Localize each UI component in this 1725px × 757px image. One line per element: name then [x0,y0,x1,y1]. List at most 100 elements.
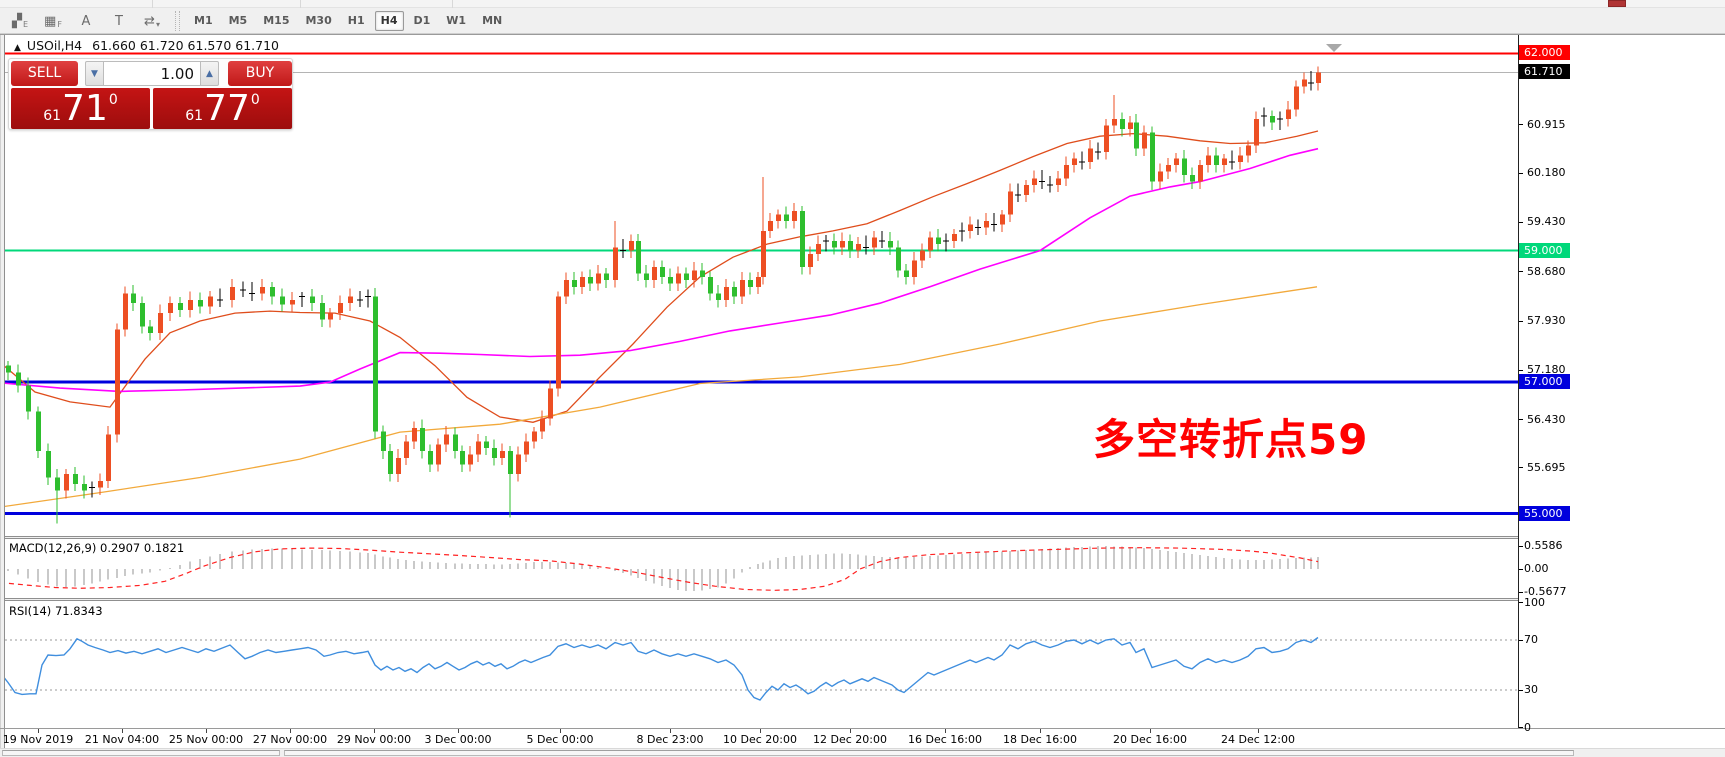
panel-border [0,728,1725,729]
status-bar [0,748,1725,757]
rsi-tick-label: 70 [1524,633,1538,646]
macd-indicator-panel[interactable] [5,539,1518,598]
time-label: 24 Dec 12:00 [1221,733,1295,746]
chart-title: ▲ USOil,H4 61.660 61.720 61.570 61.710 [14,38,279,53]
time-tick [670,729,671,733]
rsi-tick-label: 100 [1524,595,1545,609]
toolbar-divider [300,0,301,8]
bid-prefix: 61 [43,108,62,124]
volume-decrease-button[interactable]: ▼ [85,61,104,86]
window-left-edge [0,35,5,748]
macd-label: MACD(12,26,9) 0.2907 0.1821 [9,541,185,555]
time-label: 21 Nov 04:00 [84,733,160,746]
collapse-arrow-icon[interactable]: ▲ [14,43,21,53]
time-tick [560,729,561,733]
volume-increase-button[interactable]: ▲ [200,61,219,86]
macd-tick-label: 0.00 [1524,562,1549,575]
panel-separator[interactable] [5,536,1518,539]
price-tick-label: 56.430 [1527,412,1566,426]
time-label: 27 Nov 00:00 [252,733,328,746]
grid-fibo-icon[interactable]: ▦ F [44,14,62,29]
price-tick-dash [1519,172,1523,174]
arrange-windows-icon[interactable]: ⇄ ▾ [144,14,160,29]
chart-expert-icon[interactable]: ▞ E [11,14,29,29]
timeframe-button-W1[interactable]: W1 [446,13,467,27]
timeframe-button-MN[interactable]: MN [482,13,503,27]
text-label-icon[interactable]: A [81,14,91,29]
time-label: 5 Dec 00:00 [526,733,594,746]
macd-tick-label: 0.5586 [1524,539,1563,553]
rsi-tick-dash [1519,639,1523,641]
time-tick [374,729,375,733]
price-tick-dash [1519,124,1523,126]
price-tick-dash [1519,320,1523,322]
ma-slow-line [5,286,1318,508]
price-tick-dash [1519,369,1523,371]
ask-prefix: 61 [185,108,204,124]
time-label: 3 Dec 00:00 [424,733,492,746]
time-tick [945,729,946,733]
timeframe-button-D1[interactable]: D1 [413,13,431,27]
price-tick-label: 57.930 [1527,314,1566,327]
rsi-tick-label: 30 [1524,683,1538,696]
time-label: 20 Dec 16:00 [1113,733,1187,746]
price-tick-dash [1519,221,1523,223]
time-tick [1040,729,1041,733]
buy-button[interactable]: BUY [228,61,292,86]
macd-tick-label: -0.5677 [1524,585,1567,599]
toolbar-divider [452,0,453,8]
time-tick [122,729,123,733]
main-price-chart[interactable] [5,35,1518,536]
toolbar-separator [175,10,180,31]
macd-tick-dash [1519,591,1523,593]
bid-price-display[interactable]: 61 71 0 [11,88,150,129]
volume-input[interactable] [104,61,200,86]
sell-button[interactable]: SELL [11,61,78,86]
bid-superscript: 0 [108,92,118,108]
time-label: 16 Dec 16:00 [908,733,982,746]
time-label: 8 Dec 23:00 [636,733,704,746]
price-tick-dash [1519,467,1523,469]
time-label: 10 Dec 20:00 [723,733,797,746]
rsi-value: 71.8343 [54,604,103,618]
macd-values: 0.2907 0.1821 [100,541,185,555]
timeframe-button-M1[interactable]: M1 [194,13,213,27]
timeframe-button-M15[interactable]: M15 [263,13,290,27]
price-tick-label: 57.180 [1527,363,1566,377]
rsi-indicator-panel[interactable] [5,601,1518,728]
chart-shift-marker-icon[interactable] [1326,44,1342,52]
price-tick-label: 55.695 [1527,460,1566,474]
candlestick-series[interactable] [6,66,1321,524]
price-tick-label: 60.915 [1527,117,1566,131]
bid-big-digits: 71 [62,87,108,129]
rsi-tick-dash [1519,727,1523,728]
time-tick [850,729,851,733]
price-tick-dash [1519,271,1523,273]
panel-border [0,34,1725,35]
macd-tick-dash [1519,545,1523,547]
panel-separator[interactable] [5,598,1518,601]
status-box-left [2,750,280,756]
upper-toolbar-remnant [0,0,1725,8]
price-tick-dash [1519,419,1523,421]
timeframe-button-H4[interactable]: H4 [374,10,404,31]
timeframe-button-M30[interactable]: M30 [305,13,332,27]
price-tick-label: 59.430 [1527,215,1566,229]
chart-toolbar: ▞ E ▦ F A T ⇄ ▾ M1 M5 M15 M30 H1 H4 D1 W1 MN [0,8,1725,34]
time-label: 29 Nov 00:00 [336,733,412,746]
timeframe-button-M5[interactable]: M5 [228,13,248,27]
toolbar-divider [152,0,153,8]
time-label: 12 Dec 20:00 [813,733,887,746]
price-badge-59.000: 59.000 [1519,242,1570,258]
ask-superscript: 0 [250,92,260,108]
axis-border [1518,35,1519,728]
time-tick [206,729,207,733]
ma-mid-line [5,147,1319,393]
ask-price-display[interactable]: 61 77 0 [153,88,292,129]
ma-fast-line [5,130,1319,423]
text-box-icon[interactable]: T [115,14,123,29]
time-label: 19 Nov 2019 [2,733,74,746]
timeframe-button-H1[interactable]: H1 [347,13,365,27]
window-fragment [1608,0,1626,7]
